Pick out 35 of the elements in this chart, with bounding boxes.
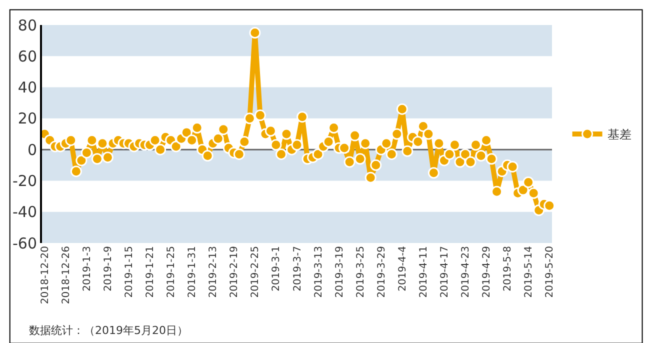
y-tick-label: -40: [12, 203, 37, 222]
text: 数据统计：（2019年5月20日）: [29, 324, 188, 337]
y-tick-label: 60: [18, 47, 37, 66]
x-tick-label: 2019-2-19: [229, 246, 240, 298]
y-tick-label: -20: [12, 172, 37, 190]
y-tick-label: 20: [18, 110, 37, 128]
x-tick-label: 2019-3-19: [334, 246, 346, 298]
y-tick-label: 80: [18, 16, 37, 34]
x-tick-label: 2019-2-13: [208, 246, 220, 298]
x-tick-label: 2019-4-11: [418, 246, 430, 298]
x-tick-label: 2019-4-23: [460, 246, 472, 298]
x-tick-label: 2019-1-21: [145, 246, 156, 298]
x-tick-label: 2018-12-20: [40, 246, 51, 304]
x-tick-label: 2019-5-14: [524, 246, 535, 298]
x-tick-label: 2019-5-20: [544, 246, 556, 298]
x-tick-label: 2019-1-25: [166, 246, 178, 298]
x-tick-label: 2019-1-31: [187, 246, 198, 298]
x-tick-label: 2019-4-17: [439, 246, 450, 298]
x-tick-label: 2019-3-25: [355, 246, 366, 298]
x-tick-label: 2019-1-15: [124, 246, 135, 298]
x-tick-label: 2019-3-1: [271, 246, 282, 292]
x-tick-label: 2019-1-3: [82, 246, 93, 292]
x-tick-label: 2019-3-13: [313, 246, 324, 298]
legend-label: 基差: [607, 128, 632, 142]
x-tick-label: 2019-5-8: [502, 246, 514, 292]
x-tick-label: 2019-4-29: [482, 246, 493, 298]
x-tick-label: 2019-2-25: [250, 246, 262, 298]
y-tick-label: 0: [27, 140, 37, 159]
x-tick-label: 2019-1-9: [102, 246, 114, 292]
x-tick-label: 2019-3-7: [292, 246, 304, 292]
x-tick-label: 2018-12-26: [60, 246, 72, 304]
y-tick-label: 40: [18, 78, 37, 97]
y-tick-label: -60: [12, 234, 37, 252]
x-tick-label: 2019-4-4: [397, 246, 408, 292]
x-tick-label: 2019-3-29: [376, 246, 388, 298]
